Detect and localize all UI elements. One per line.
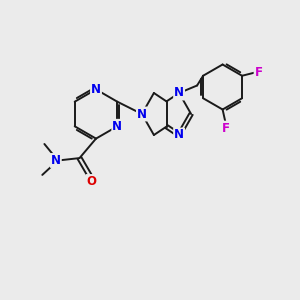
Text: F: F [255, 66, 262, 79]
Text: N: N [112, 120, 122, 133]
Text: N: N [137, 107, 147, 121]
Text: O: O [86, 175, 97, 188]
Text: N: N [91, 83, 101, 96]
Text: N: N [51, 154, 61, 167]
Text: N: N [174, 86, 184, 100]
Text: F: F [222, 122, 230, 135]
Text: N: N [174, 128, 184, 142]
